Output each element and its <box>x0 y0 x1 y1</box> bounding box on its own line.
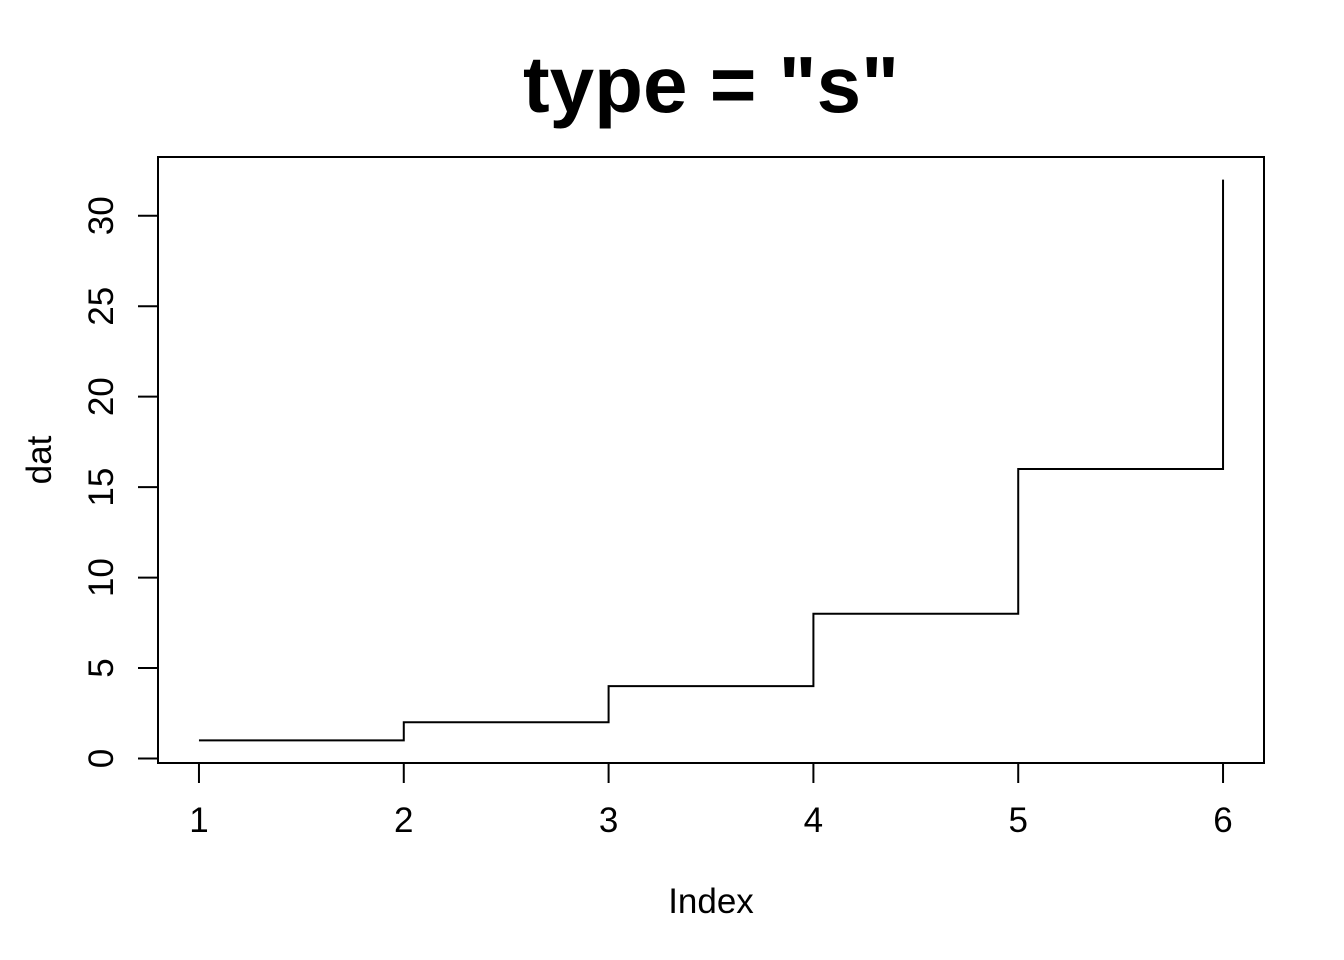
y-axis-tick-labels: 0 5 10 15 20 25 30 <box>82 196 121 768</box>
y-tick-label: 0 <box>82 749 121 768</box>
x-tick-label: 4 <box>804 801 823 840</box>
y-axis-label: dat <box>20 435 59 484</box>
x-tick-label: 1 <box>189 801 208 840</box>
x-tick-label: 6 <box>1213 801 1232 840</box>
chart-title: type = "s" <box>523 40 899 129</box>
y-tick-label: 5 <box>82 658 121 677</box>
plot-box <box>157 156 1265 764</box>
x-axis-label: Index <box>668 882 754 921</box>
x-axis-tick-labels: 1 2 3 4 5 6 <box>189 801 1233 840</box>
x-tick-label: 2 <box>394 801 413 840</box>
x-axis-ticks <box>197 763 1225 783</box>
y-tick-label: 15 <box>82 468 121 507</box>
y-tick-label: 30 <box>82 196 121 235</box>
y-tick-label: 25 <box>82 287 121 326</box>
y-axis-ticks <box>138 214 158 760</box>
y-tick-label: 10 <box>82 558 121 597</box>
x-tick-label: 3 <box>599 801 618 840</box>
x-tick-label: 5 <box>1008 801 1027 840</box>
step-line <box>198 179 1225 742</box>
y-tick-label: 20 <box>82 377 121 416</box>
